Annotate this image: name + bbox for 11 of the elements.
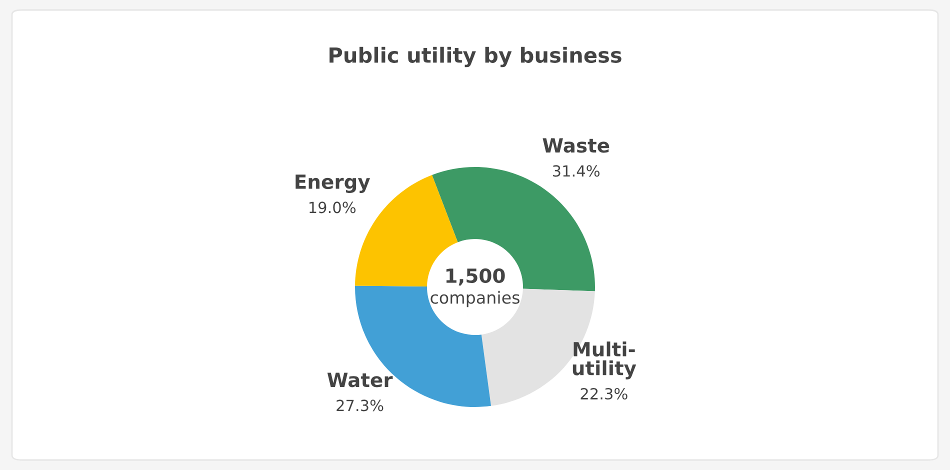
- text: 1,500: [446, 268, 505, 286]
- text: companies: [430, 290, 520, 308]
- slice-label: Multi- utility: [572, 342, 636, 380]
- data-label: 31.4%: [552, 165, 600, 177]
- data-label: 27.3%: [336, 400, 384, 412]
- data-label: 19.0%: [310, 202, 356, 214]
- chart-title: Public utility by business: [330, 46, 622, 68]
- slice-label: Water: [327, 372, 393, 388]
- slice-label: Waste: [542, 138, 610, 153]
- data-label: 22.3%: [580, 388, 628, 400]
- slice-label: Energy: [296, 174, 370, 193]
